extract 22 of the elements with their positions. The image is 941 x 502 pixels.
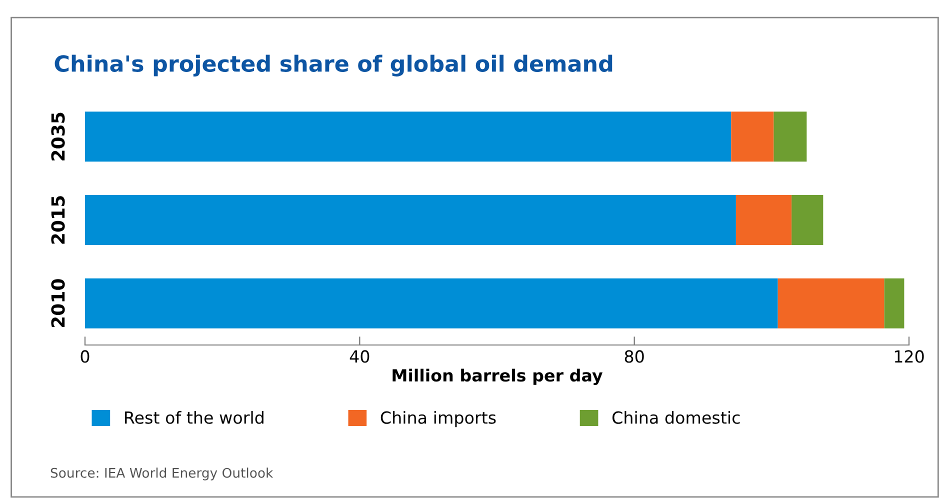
x-tick-label: 120 xyxy=(894,350,924,363)
bar xyxy=(778,278,884,328)
x-tick-label: 40 xyxy=(350,350,370,363)
y-tick-label: 2010 xyxy=(51,279,65,328)
y-tick-label: 2035 xyxy=(51,112,65,160)
bar xyxy=(85,112,732,162)
bar xyxy=(736,195,792,245)
bar xyxy=(85,195,736,245)
x-axis-title: Million barrels per day xyxy=(392,368,603,386)
x-tick-label: 80 xyxy=(624,350,644,363)
bar xyxy=(774,112,807,162)
legend-label: China domestic xyxy=(612,411,740,424)
legend-label: Rest of the world xyxy=(125,411,264,424)
bar xyxy=(85,278,778,328)
y-tick-label: 2015 xyxy=(51,196,65,244)
chart-title: China's projected share of global oil demand xyxy=(54,54,612,76)
bar xyxy=(884,278,904,328)
x-tick-label: 0 xyxy=(80,350,90,363)
bar xyxy=(731,112,774,162)
source-note: Source: IEA World Energy Outlook xyxy=(50,468,274,480)
legend-label: China imports xyxy=(380,411,496,428)
bar xyxy=(792,195,824,245)
